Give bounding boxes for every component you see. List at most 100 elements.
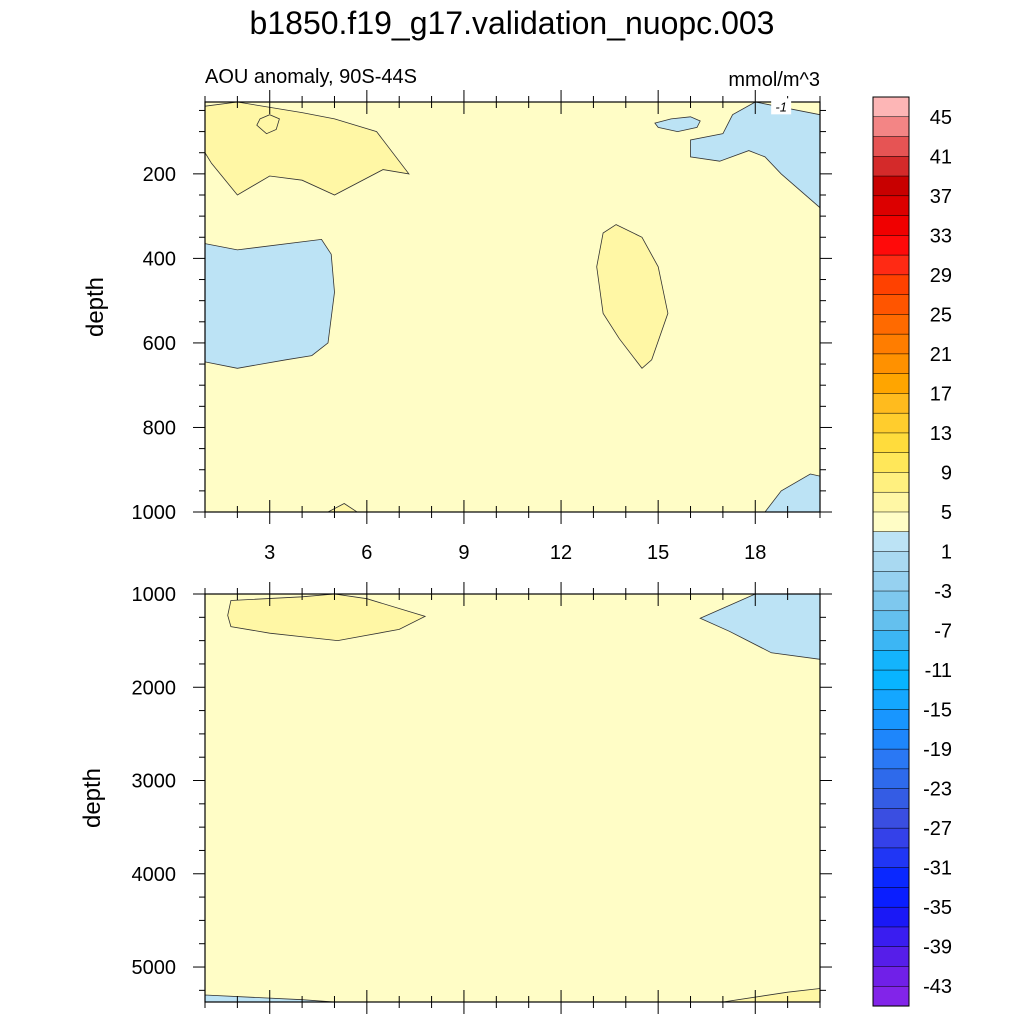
colorbar-swatch — [872, 235, 910, 256]
colorbar-swatch — [872, 650, 910, 671]
colorbar-label: 21 — [930, 344, 952, 366]
colorbar-label: -23 — [923, 779, 952, 801]
colorbar-swatch — [872, 689, 910, 711]
y-tick-label: 200 — [143, 164, 176, 186]
colorbar-swatch — [872, 867, 910, 888]
colorbar-swatch — [872, 116, 910, 138]
y-tick-label: 5000 — [132, 957, 177, 979]
colorbar-swatch — [872, 294, 910, 315]
x-tick-label: 18 — [744, 542, 766, 564]
colorbar-label: -3 — [934, 581, 952, 603]
y-tick-label: 800 — [143, 417, 176, 439]
colorbar-swatch — [872, 571, 910, 592]
upper-panel: 3 6 9 12 15 18 200 400 600 800 1000 depth -1 — [82, 90, 832, 564]
colorbar-swatch — [872, 808, 910, 829]
plot-frame — [204, 101, 821, 513]
colorbar-swatch — [872, 195, 910, 217]
colorbar-swatch — [872, 353, 910, 375]
colorbar-swatch — [872, 551, 910, 572]
colorbar-label: -15 — [923, 700, 952, 722]
contour-region — [327, 503, 358, 512]
colorbar-label: 45 — [930, 107, 952, 129]
colorbar-label: 1 — [941, 542, 952, 564]
colorbar-label: -35 — [923, 897, 952, 919]
y-axis-label: depth — [82, 277, 109, 337]
colorbar-swatch — [872, 96, 910, 118]
colorbar-swatch — [872, 729, 910, 750]
colorbar-swatch — [872, 669, 910, 691]
colorbar-swatch — [872, 768, 910, 790]
colorbar-label: -27 — [923, 818, 952, 840]
colorbar-label: -39 — [923, 937, 952, 959]
colorbar-swatch — [872, 412, 910, 434]
colorbar-label: 29 — [930, 265, 952, 287]
chart-title: b1850.f19_g17.validation_nuopc.003 — [250, 5, 775, 41]
y-tick-label: 1000 — [132, 502, 177, 524]
colorbar-swatch — [872, 847, 910, 869]
y-axis-label: depth — [79, 768, 106, 828]
colorbar-swatch — [872, 136, 910, 157]
colorbar-swatch — [872, 215, 910, 236]
colorbar-swatch — [872, 709, 910, 730]
colorbar-swatch — [872, 491, 910, 513]
contour-region — [699, 594, 820, 660]
colorbar-swatch — [872, 472, 910, 493]
y-tick-label: 2000 — [132, 677, 177, 699]
colorbar-swatch — [872, 393, 910, 414]
colorbar-swatch — [872, 946, 910, 968]
colorbar-swatch — [872, 274, 910, 296]
contour-region — [205, 102, 410, 196]
colorbar-swatch — [872, 314, 910, 335]
colorbar-swatch — [872, 985, 910, 1007]
colorbar-swatch — [872, 788, 910, 809]
colorbar: 45 41 37 33 29 25 21 17 13 9 5 1 -3 -7 -11 -15 -19 -23 -27… — [872, 96, 952, 1007]
chart-subtitle: AOU anomaly, 90S-44S — [205, 66, 417, 88]
colorbar-label: -31 — [923, 858, 952, 880]
colorbar-swatch — [872, 630, 910, 651]
colorbar-swatch — [872, 373, 910, 394]
colorbar-label: -19 — [923, 739, 952, 761]
contour-label: -1 — [775, 99, 787, 114]
x-tick-label: 6 — [361, 542, 372, 564]
colorbar-label: 37 — [930, 186, 952, 208]
y-tick-label: 600 — [143, 333, 176, 355]
y-tick-label: 1000 — [132, 584, 177, 606]
contour-label-box — [771, 98, 792, 115]
colorbar-swatch — [872, 156, 910, 177]
colorbar-swatch — [872, 966, 910, 987]
contour-region — [205, 238, 335, 369]
contour-region — [690, 102, 820, 209]
y-tick-label: 3000 — [132, 771, 177, 793]
colorbar-swatch — [872, 827, 910, 849]
contour-region — [256, 114, 280, 135]
contour-region — [654, 116, 701, 133]
colorbar-label: -7 — [934, 621, 952, 643]
colorbar-swatch — [872, 254, 910, 276]
plot-frame — [204, 593, 821, 1003]
colorbar-swatch — [872, 590, 910, 612]
colorbar-label: 33 — [930, 225, 952, 247]
x-tick-label: 15 — [647, 542, 669, 564]
colorbar-label: -43 — [923, 976, 952, 998]
contour-region — [596, 224, 669, 369]
colorbar-frame — [872, 96, 910, 1007]
colorbar-label: 17 — [930, 383, 952, 405]
colorbar-swatch — [872, 748, 910, 770]
y-tick-label: 400 — [143, 248, 176, 270]
y-tick-label: 4000 — [132, 864, 177, 886]
colorbar-swatch — [872, 906, 910, 928]
contour-region — [764, 473, 820, 512]
colorbar-label: 5 — [941, 502, 952, 524]
colorbar-swatch — [872, 511, 910, 533]
colorbar-label: 9 — [941, 462, 952, 484]
x-tick-label: 9 — [458, 542, 469, 564]
x-tick-label: 12 — [550, 542, 572, 564]
colorbar-label: -11 — [925, 660, 952, 682]
colorbar-label: 41 — [930, 146, 952, 168]
x-tick-label: 3 — [264, 542, 275, 564]
colorbar-swatch — [872, 926, 910, 948]
colorbar-swatch — [872, 452, 910, 474]
contour-region — [722, 988, 820, 1002]
colorbar-label: 13 — [930, 423, 952, 445]
